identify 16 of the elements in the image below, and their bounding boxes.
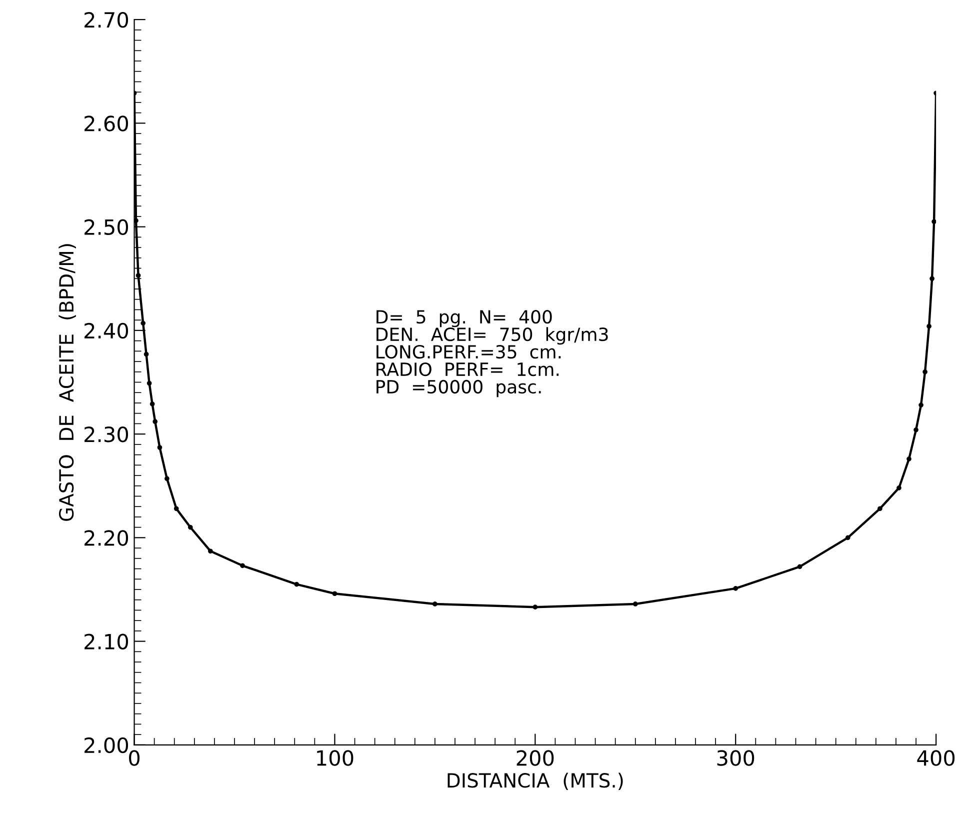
y-tick-label: 2.60 [84,116,128,132]
x-tick-label: 200 [516,750,554,766]
y-tick-label: 2.30 [84,426,128,442]
x-tick-label: 400 [917,750,955,766]
y-tick-label: 2.70 [84,12,128,28]
y-axis-title: GASTO DE ACEITE (BPD/M) [58,244,76,521]
y-tick-label: 2.10 [84,634,128,650]
x-tick-label: 300 [717,750,754,766]
annotation: D= 5 pg. N= 400 DEN. ACEI= 750 kgr/m3 LONG.PERF.=35 cm. RADIO PERF= 1cm. PD =50000 pasc. [376,310,608,398]
x-axis-title: DISTANCIA (MTS.) [448,772,623,790]
y-tick-label: 2.20 [84,530,128,546]
y-tick-label: 2.40 [84,322,128,339]
x-tick-label: 100 [317,750,354,766]
y-tick-label: 2.00 [84,737,128,754]
x-tick-label: 0 [129,750,140,766]
y-tick-label: 2.50 [84,219,128,236]
